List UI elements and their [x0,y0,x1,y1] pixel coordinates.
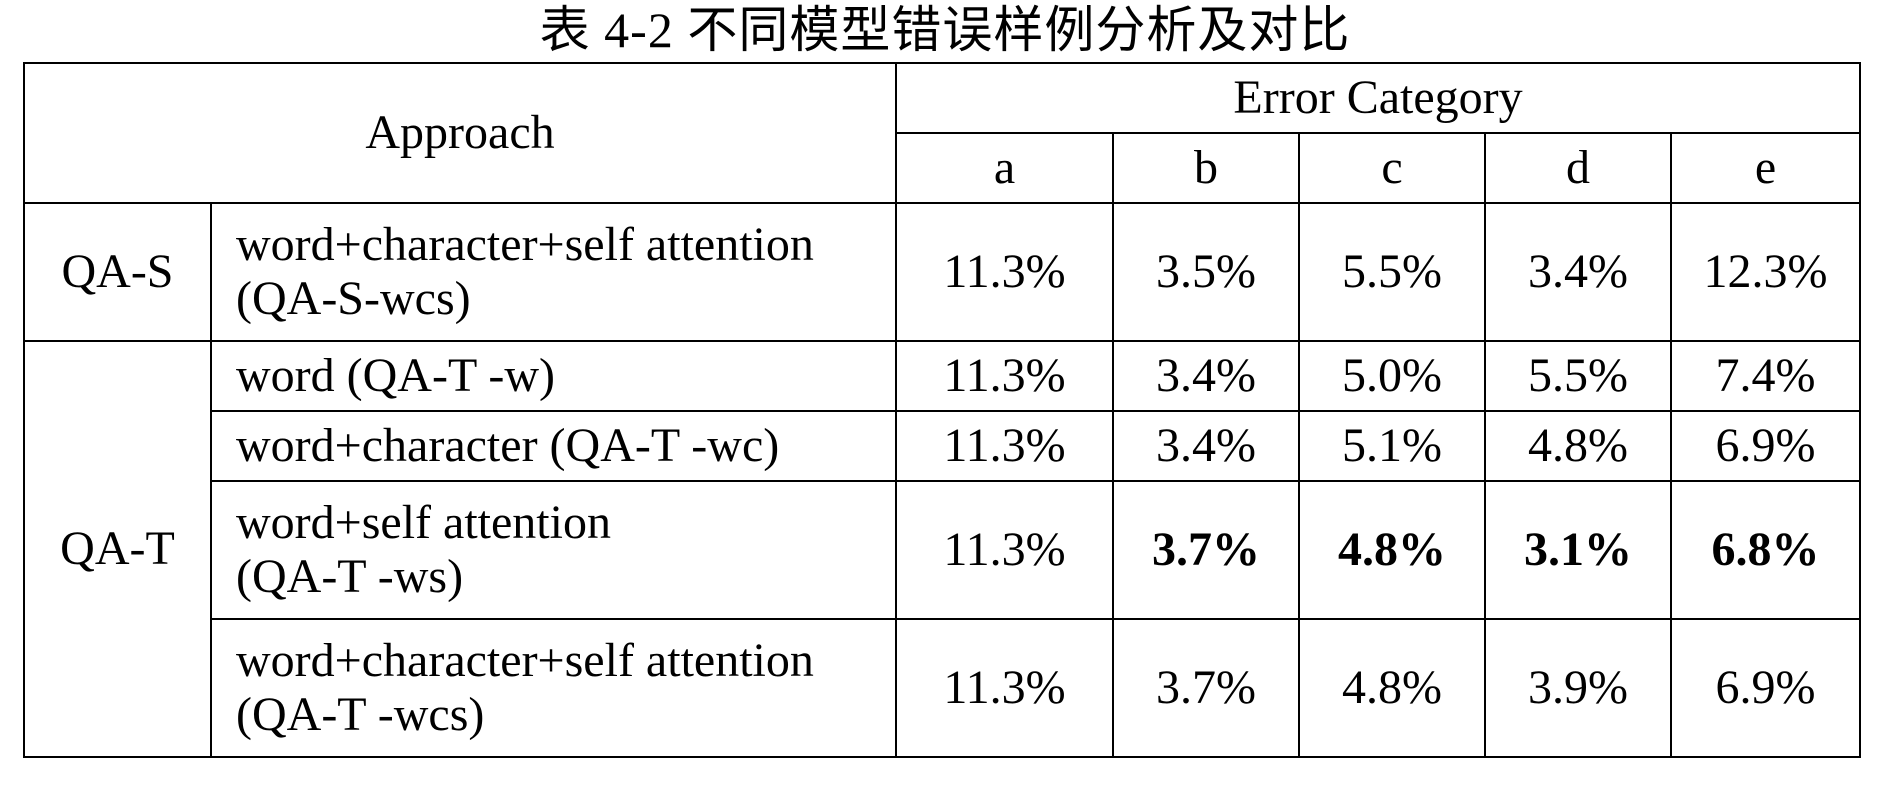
table-row: word+character+self attention (QA-T -wcs… [24,618,1862,758]
value-cell-c: 5.5% [1298,202,1487,342]
value-cell-b: 3.4% [1112,340,1301,412]
header-row-1: Approach Error Category [22,62,1862,204]
table-row: word+self attention (QA-T -ws) 11.3% 3.7… [24,480,1862,620]
description-line: word+self attention [236,496,611,549]
approach-description: word+self attention (QA-T -ws) [209,480,898,620]
value-cell-c: 4.8% [1298,618,1487,758]
group-label-qa-t: QA-T [23,340,212,758]
table-row: QA-T word (QA-T -w) 11.3% 3.4% 5.0% 5.5%… [23,340,1862,758]
value-cell-a: 11.3% [895,202,1115,342]
value-cell-b: 3.4% [1112,410,1301,482]
header-row-2: a b c d e [24,132,1862,204]
value-cell-d: 3.4% [1484,202,1673,342]
approach-description: word+character (QA-T -wc) [209,410,898,482]
value-cell-c: 5.1% [1298,410,1487,482]
value-cell-c: 4.8% [1298,480,1487,620]
value-cell-d: 3.1% [1484,480,1673,620]
approach-header: Approach [22,62,898,204]
description-line: word+character+self attention [236,634,814,687]
table-caption: 表 4-2 不同模型错误样例分析及对比 [539,2,1351,58]
error-category-header: Error Category [895,62,1862,134]
value-cell-e: 6.9% [1670,618,1862,758]
error-analysis-table: Approach Error Category a b c d e QA-S w… [22,62,1862,758]
value-cell-e: 6.9% [1670,410,1862,482]
category-header-b: b [1112,132,1301,204]
value-cell-b: 3.7% [1112,618,1301,758]
value-cell-a: 11.3% [895,618,1115,758]
table-row: QA-S word+character+self attention (QA-S… [23,202,1862,342]
description-line: word+character+self attention [236,218,814,271]
value-cell-d: 4.8% [1484,410,1673,482]
value-cell-a: 11.3% [895,340,1115,412]
value-cell-a: 11.3% [895,480,1115,620]
approach-description: word+character+self attention (QA-T -wcs… [209,618,898,758]
value-cell-e: 7.4% [1670,340,1862,412]
value-cell-b: 3.5% [1112,202,1301,342]
category-header-e: e [1670,132,1862,204]
value-cell-c: 5.0% [1298,340,1487,412]
approach-description: word+character+self attention (QA-S-wcs) [209,202,898,342]
value-cell-d: 3.9% [1484,618,1673,758]
category-header-a: a [895,132,1115,204]
approach-description: word (QA-T -w) [209,340,898,412]
value-cell-e: 12.3% [1670,202,1862,342]
table-row: word+character (QA-T -wc) 11.3% 3.4% 5.1… [24,410,1862,482]
description-line: (QA-T -ws) [236,550,464,603]
description-line: (QA-S-wcs) [236,272,471,325]
value-cell-b: 3.7% [1112,480,1301,620]
group-label-qa-s: QA-S [23,202,212,342]
category-header-c: c [1298,132,1487,204]
value-cell-e: 6.8% [1670,480,1862,620]
value-cell-d: 5.5% [1484,340,1673,412]
value-cell-a: 11.3% [895,410,1115,482]
category-header-d: d [1484,132,1673,204]
description-line: (QA-T -wcs) [236,688,485,741]
